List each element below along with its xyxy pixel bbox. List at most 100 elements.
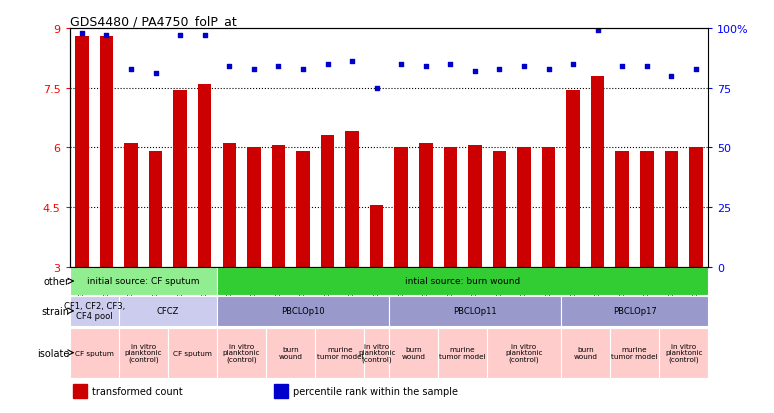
Bar — [689, 148, 703, 267]
Text: intial source: burn wound: intial source: burn wound — [405, 277, 520, 286]
Point — [641, 64, 653, 70]
Bar — [247, 148, 261, 267]
Bar — [370, 206, 383, 267]
Bar — [217, 296, 389, 326]
Point — [321, 62, 334, 68]
Bar — [125, 144, 138, 267]
Text: in vitro
planktonic
(control): in vitro planktonic (control) — [665, 343, 702, 363]
Point — [591, 28, 604, 35]
Text: CFCZ: CFCZ — [156, 306, 179, 316]
Text: in vitro
planktonic
(control): in vitro planktonic (control) — [505, 343, 543, 363]
Point — [444, 62, 457, 68]
Bar — [665, 152, 678, 267]
Text: CF sputum: CF sputum — [173, 350, 212, 356]
Bar — [561, 296, 708, 326]
Bar — [100, 37, 113, 267]
Point — [76, 31, 88, 37]
Point — [469, 69, 481, 75]
Text: burn
wound: burn wound — [279, 347, 303, 359]
Text: murine
tumor model: murine tumor model — [317, 347, 363, 359]
Bar — [438, 328, 487, 378]
Bar — [149, 152, 163, 267]
Text: murine
tumor model: murine tumor model — [440, 347, 486, 359]
Bar — [419, 144, 433, 267]
Text: CF1, CF2, CF3,
CF4 pool: CF1, CF2, CF3, CF4 pool — [63, 302, 125, 320]
Text: GDS4480 / PA4750_folP_at: GDS4480 / PA4750_folP_at — [70, 15, 236, 28]
Point — [223, 64, 235, 70]
Point — [296, 66, 309, 73]
Text: in vitro
planktonic
(control): in vitro planktonic (control) — [358, 343, 396, 363]
Bar — [315, 328, 365, 378]
Bar — [517, 148, 531, 267]
Text: PBCLOp17: PBCLOp17 — [613, 306, 656, 316]
Point — [101, 33, 113, 39]
Bar — [266, 328, 315, 378]
Text: transformed count: transformed count — [92, 386, 183, 396]
Text: percentile rank within the sample: percentile rank within the sample — [293, 386, 458, 396]
Text: initial source: CF sputum: initial source: CF sputum — [87, 277, 200, 286]
Bar — [173, 90, 187, 267]
Bar — [73, 384, 87, 398]
Point — [690, 66, 702, 73]
Bar — [168, 328, 217, 378]
Point — [395, 62, 407, 68]
Text: isolate: isolate — [37, 348, 69, 358]
Text: CF sputum: CF sputum — [75, 350, 114, 356]
Point — [567, 62, 579, 68]
Point — [199, 33, 211, 39]
Text: strain: strain — [41, 306, 69, 316]
Bar — [591, 76, 604, 267]
Bar — [389, 296, 561, 326]
Bar — [118, 296, 217, 326]
Bar — [274, 384, 288, 398]
Bar — [217, 268, 708, 295]
Bar — [70, 296, 118, 326]
Point — [272, 64, 285, 70]
Point — [371, 85, 383, 92]
Bar — [493, 152, 506, 267]
Bar — [75, 37, 89, 267]
Text: burn
wound: burn wound — [402, 347, 426, 359]
Bar — [296, 152, 310, 267]
Bar — [320, 136, 334, 267]
Point — [149, 71, 162, 78]
Bar — [610, 328, 659, 378]
Text: other: other — [43, 276, 69, 286]
Bar — [487, 328, 561, 378]
Bar — [561, 328, 610, 378]
Point — [543, 66, 555, 73]
Bar — [272, 146, 285, 267]
Bar — [223, 144, 236, 267]
Bar — [567, 90, 580, 267]
Bar — [118, 328, 168, 378]
Point — [665, 73, 677, 80]
Text: in vitro
planktonic
(control): in vitro planktonic (control) — [125, 343, 162, 363]
Bar — [389, 328, 438, 378]
Bar — [659, 328, 708, 378]
Bar — [444, 148, 457, 267]
Point — [493, 66, 505, 73]
Text: PBCLOp11: PBCLOp11 — [453, 306, 497, 316]
Point — [248, 66, 260, 73]
Bar — [542, 148, 555, 267]
Point — [420, 64, 432, 70]
Text: PBCLOp10: PBCLOp10 — [281, 306, 325, 316]
Point — [125, 66, 137, 73]
Point — [518, 64, 530, 70]
Bar — [198, 85, 211, 267]
Bar — [615, 152, 629, 267]
Bar — [395, 148, 408, 267]
Bar — [217, 328, 266, 378]
Bar — [70, 328, 118, 378]
Text: burn
wound: burn wound — [574, 347, 598, 359]
Point — [174, 33, 187, 39]
Point — [346, 59, 358, 66]
Bar — [468, 146, 481, 267]
Bar — [640, 152, 653, 267]
Bar — [345, 132, 359, 267]
Bar — [365, 328, 389, 378]
Text: in vitro
planktonic
(control): in vitro planktonic (control) — [223, 343, 260, 363]
Text: murine
tumor model: murine tumor model — [611, 347, 658, 359]
Bar — [70, 268, 217, 295]
Point — [616, 64, 628, 70]
